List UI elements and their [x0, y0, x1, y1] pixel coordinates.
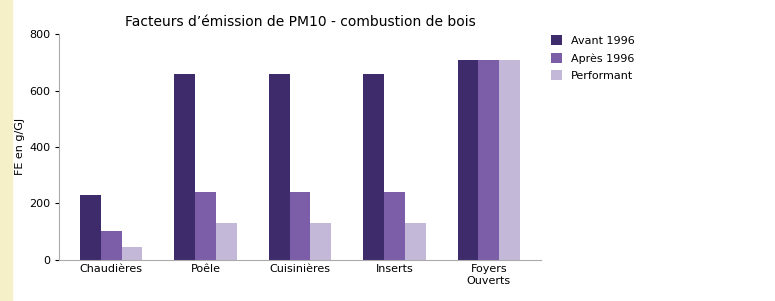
Legend: Avant 1996, Après 1996, Performant: Avant 1996, Après 1996, Performant: [551, 36, 635, 81]
Bar: [499, 60, 520, 259]
Bar: [457, 60, 478, 259]
Bar: [290, 192, 310, 259]
Bar: [363, 74, 384, 259]
Bar: [310, 223, 331, 259]
Title: Facteurs d’émission de PM10 - combustion de bois: Facteurs d’émission de PM10 - combustion…: [125, 15, 475, 29]
Bar: [216, 223, 237, 259]
Bar: [195, 192, 216, 259]
Bar: [101, 231, 122, 259]
Bar: [174, 74, 195, 259]
Bar: [478, 60, 499, 259]
Bar: [269, 74, 290, 259]
Bar: [384, 192, 405, 259]
Y-axis label: FE en g/GJ: FE en g/GJ: [15, 118, 25, 175]
Bar: [80, 195, 101, 259]
Bar: [405, 223, 425, 259]
Bar: [122, 247, 143, 259]
